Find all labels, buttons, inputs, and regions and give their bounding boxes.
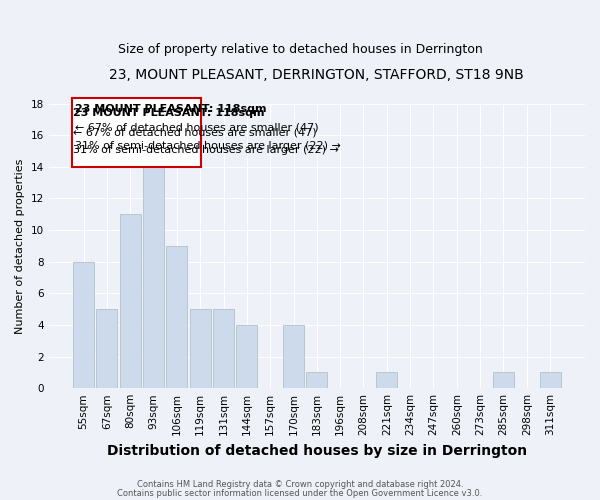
Text: ← 67% of detached houses are smaller (47): ← 67% of detached houses are smaller (47… [76,122,319,132]
FancyBboxPatch shape [73,98,200,167]
Text: ← 67% of detached houses are smaller (47): ← 67% of detached houses are smaller (47… [73,127,317,137]
Bar [166,246,187,388]
Bar [120,214,140,388]
Bar [376,372,397,388]
Text: 23 MOUNT PLEASANT: 118sqm: 23 MOUNT PLEASANT: 118sqm [76,104,267,115]
Y-axis label: Number of detached properties: Number of detached properties [15,158,25,334]
Bar [97,309,118,388]
Bar [213,309,234,388]
Bar [190,309,211,388]
Bar [539,372,560,388]
Bar [143,151,164,388]
X-axis label: Distribution of detached houses by size in Derrington: Distribution of detached houses by size … [107,444,527,458]
Title: 23, MOUNT PLEASANT, DERRINGTON, STAFFORD, ST18 9NB: 23, MOUNT PLEASANT, DERRINGTON, STAFFORD… [109,68,524,82]
Text: Contains HM Land Registry data © Crown copyright and database right 2024.: Contains HM Land Registry data © Crown c… [137,480,463,489]
Text: 31% of semi-detached houses are larger (22) →: 31% of semi-detached houses are larger (… [73,144,339,154]
Bar [493,372,514,388]
Bar [236,325,257,388]
Text: 23 MOUNT PLEASANT: 118sqm: 23 MOUNT PLEASANT: 118sqm [73,108,265,118]
Text: 31% of semi-detached houses are larger (22) →: 31% of semi-detached houses are larger (… [76,142,341,152]
Bar [73,262,94,388]
Bar [283,325,304,388]
Text: Contains public sector information licensed under the Open Government Licence v3: Contains public sector information licen… [118,489,482,498]
Bar [307,372,328,388]
Text: Size of property relative to detached houses in Derrington: Size of property relative to detached ho… [118,42,482,56]
